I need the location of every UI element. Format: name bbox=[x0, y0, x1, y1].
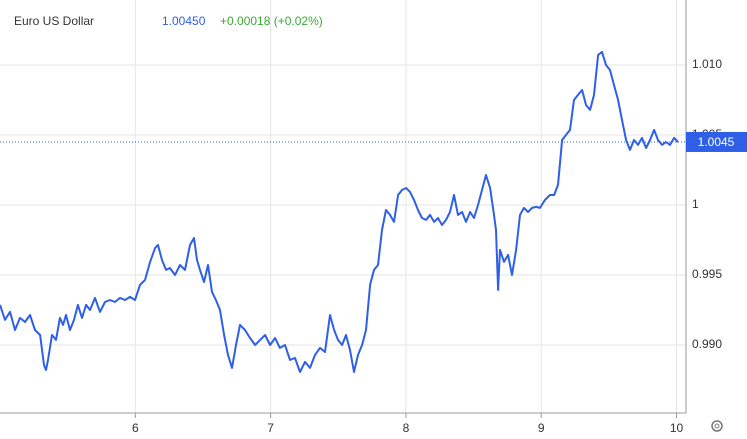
price: 1.00450 bbox=[162, 14, 206, 28]
last-price-label: 1.0045 bbox=[698, 135, 735, 149]
y-tick-label: 1 bbox=[692, 197, 699, 211]
x-tick-label: 8 bbox=[403, 421, 410, 435]
price-line bbox=[0, 50, 679, 373]
x-tick-label: 7 bbox=[267, 421, 274, 435]
x-tick-label: 6 bbox=[132, 421, 139, 435]
last-price-box bbox=[686, 131, 747, 152]
settings-icon[interactable] bbox=[711, 420, 723, 432]
y-tick-label: 0.990 bbox=[692, 337, 722, 351]
x-tick-label: 9 bbox=[538, 421, 545, 435]
y-tick-label: 0.995 bbox=[692, 267, 722, 281]
chart-title: Euro US Dollar bbox=[14, 14, 94, 28]
y-tick-label: 1.010 bbox=[692, 57, 722, 71]
change: +0.00018 (+0.02%) bbox=[220, 14, 323, 28]
x-tick-label: 10 bbox=[670, 421, 684, 435]
